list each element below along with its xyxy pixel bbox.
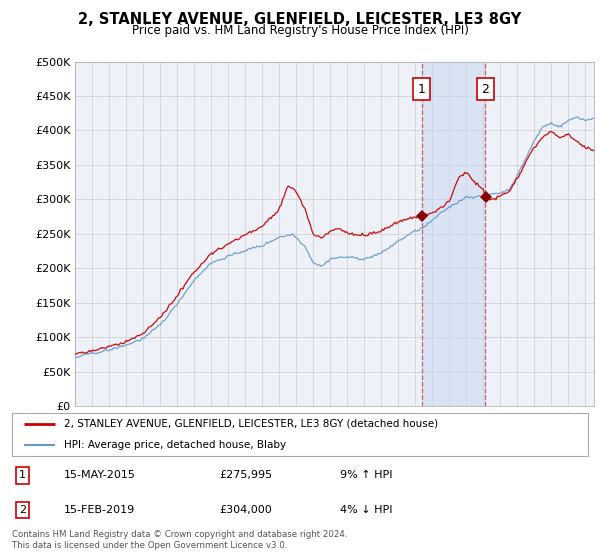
Text: £304,000: £304,000 (220, 505, 272, 515)
Text: 15-MAY-2015: 15-MAY-2015 (64, 470, 136, 480)
Text: HPI: Average price, detached house, Blaby: HPI: Average price, detached house, Blab… (64, 441, 286, 450)
Text: 2, STANLEY AVENUE, GLENFIELD, LEICESTER, LE3 8GY (detached house): 2, STANLEY AVENUE, GLENFIELD, LEICESTER,… (64, 419, 438, 428)
Text: 4% ↓ HPI: 4% ↓ HPI (340, 505, 393, 515)
Text: £275,995: £275,995 (220, 470, 272, 480)
Text: Contains HM Land Registry data © Crown copyright and database right 2024.
This d: Contains HM Land Registry data © Crown c… (12, 530, 347, 550)
Text: 2: 2 (481, 83, 490, 96)
Text: 2, STANLEY AVENUE, GLENFIELD, LEICESTER, LE3 8GY: 2, STANLEY AVENUE, GLENFIELD, LEICESTER,… (79, 12, 521, 27)
Text: 2: 2 (19, 505, 26, 515)
Bar (422, 62, 485, 406)
Text: Price paid vs. HM Land Registry's House Price Index (HPI): Price paid vs. HM Land Registry's House … (131, 24, 469, 37)
Text: 15-FEB-2019: 15-FEB-2019 (64, 505, 135, 515)
Text: 1: 1 (19, 470, 26, 480)
Text: 9% ↑ HPI: 9% ↑ HPI (340, 470, 393, 480)
Text: 1: 1 (418, 83, 425, 96)
